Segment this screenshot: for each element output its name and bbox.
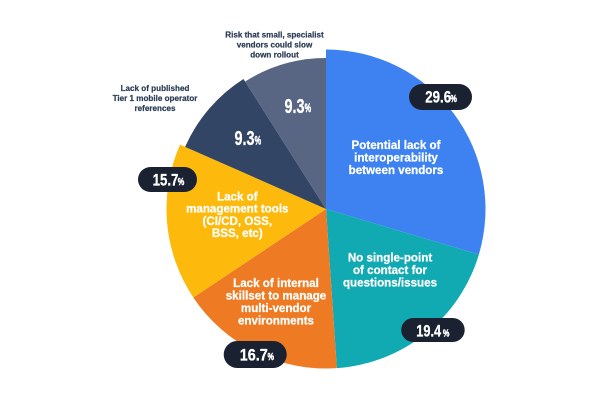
- svg-text:management tools: management tools: [186, 203, 288, 216]
- svg-text:%: %: [268, 352, 275, 363]
- svg-text:multi-vendor: multi-vendor: [241, 302, 312, 315]
- svg-text:19.4: 19.4: [416, 321, 441, 340]
- svg-text:environments: environments: [238, 314, 314, 327]
- svg-text:16.7: 16.7: [240, 346, 268, 365]
- svg-text:references: references: [135, 104, 176, 113]
- svg-text:%: %: [443, 329, 450, 340]
- svg-text:Lack of internal: Lack of internal: [233, 277, 319, 290]
- svg-text:(CI/CD, OSS,: (CI/CD, OSS,: [203, 215, 273, 228]
- svg-text:%: %: [450, 94, 457, 105]
- svg-text:Lack of: Lack of: [217, 190, 258, 203]
- svg-text:down rollout: down rollout: [250, 50, 299, 59]
- svg-text:No single-point: No single-point: [348, 252, 433, 265]
- svg-text:9.3: 9.3: [285, 95, 305, 118]
- svg-text:questions/issues: questions/issues: [343, 277, 437, 290]
- svg-text:15.7: 15.7: [153, 171, 179, 190]
- svg-text:%: %: [305, 101, 312, 115]
- svg-text:9.3: 9.3: [235, 127, 255, 150]
- svg-text:29.6: 29.6: [425, 88, 451, 107]
- svg-text:Risk that small, specialist: Risk that small, specialist: [225, 30, 324, 39]
- svg-text:%: %: [255, 134, 262, 148]
- svg-text:%: %: [178, 177, 185, 188]
- svg-text:skillset to manage: skillset to manage: [226, 289, 327, 302]
- svg-text:of contact for: of contact for: [353, 264, 428, 277]
- svg-text:vendors could slow: vendors could slow: [237, 40, 313, 49]
- svg-text:Lack of published: Lack of published: [121, 84, 190, 93]
- svg-text:BSS, etc): BSS, etc): [212, 227, 263, 240]
- svg-text:Potential lack of: Potential lack of: [352, 139, 441, 152]
- svg-text:between vendors: between vendors: [349, 164, 444, 177]
- svg-text:interoperability: interoperability: [354, 152, 438, 165]
- svg-text:Tier 1 mobile operator: Tier 1 mobile operator: [113, 94, 199, 103]
